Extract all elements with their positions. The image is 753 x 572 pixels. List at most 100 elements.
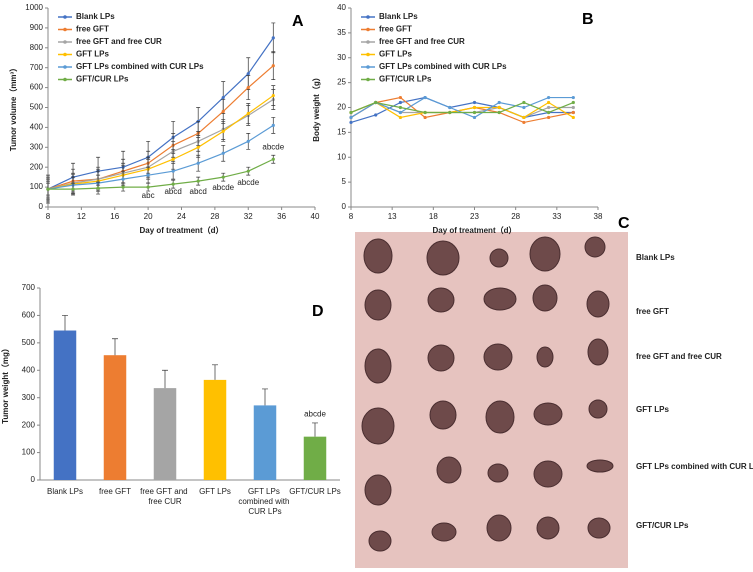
bar: [303, 436, 327, 480]
point: [221, 109, 225, 114]
series-line: [350, 101, 574, 114]
point: [246, 86, 250, 90]
point: [571, 105, 575, 110]
y-tick-label: 0: [342, 202, 347, 211]
y-tick-label: 0: [39, 202, 44, 211]
legend-marker: [63, 77, 67, 82]
y-tick-label: 1000: [25, 3, 43, 12]
legend-label: GFT LPs: [76, 50, 109, 59]
point: [522, 105, 526, 110]
photo-background: [355, 232, 628, 568]
point: [423, 115, 427, 120]
point: [171, 182, 175, 186]
x-tick-label: Blank LPs: [47, 487, 83, 496]
tumor-photo: [361, 236, 614, 552]
point: [547, 110, 551, 115]
legend-marker: [366, 52, 370, 57]
point: [271, 93, 275, 98]
y-tick-label: 200: [22, 420, 36, 429]
y-tick-label: 20: [337, 103, 346, 112]
point: [472, 115, 477, 120]
x-tick-label: 8: [349, 212, 354, 221]
point: [472, 110, 477, 115]
panel-label: C: [618, 215, 630, 232]
point: [221, 129, 225, 133]
annotation: abcde: [262, 142, 284, 151]
point: [448, 105, 452, 110]
panel-label: A: [292, 13, 304, 30]
bar: [203, 379, 227, 480]
point: [271, 64, 275, 68]
x-tick-label: GFT LPs combined with CUR LPs: [238, 487, 291, 516]
y-tick-label: 600: [22, 311, 36, 320]
y-tick-label: 5: [342, 177, 347, 186]
legend-label: GFT LPs: [379, 50, 412, 59]
annotation: abc: [142, 191, 155, 200]
legend-marker: [63, 65, 67, 69]
legend-label: free GFT: [379, 25, 412, 34]
x-tick-label: 16: [110, 212, 119, 221]
point: [374, 113, 378, 117]
x-tick-label: 12: [77, 212, 86, 221]
row-label: GFT LPs combined with CUR LPs: [636, 462, 753, 471]
series-line: [47, 124, 274, 190]
y-tick-label: 0: [31, 475, 36, 484]
annotation: abcde: [237, 178, 259, 187]
y-tick-label: 800: [30, 43, 44, 52]
y-tick-label: 30: [337, 53, 346, 62]
point: [472, 105, 477, 110]
y-tick-label: 40: [337, 3, 346, 12]
point: [497, 100, 501, 105]
legend-label: free GFT and free CUR: [379, 37, 465, 46]
panel-label: B: [582, 11, 594, 28]
bar: [103, 355, 127, 480]
y-tick-label: 15: [337, 127, 346, 136]
annotation: abcde: [304, 409, 326, 418]
y-axis-label: Body weight（g）: [311, 73, 321, 141]
x-tick-label: 13: [388, 212, 397, 221]
point: [349, 120, 353, 125]
x-tick-label: 23: [470, 212, 479, 221]
point: [271, 36, 275, 40]
y-axis-label: Tumor volume（mm³）: [8, 64, 18, 151]
point: [246, 139, 250, 143]
point: [221, 175, 225, 179]
legend-marker: [63, 40, 67, 44]
point: [547, 95, 551, 100]
point: [146, 173, 150, 177]
series-line: [350, 96, 574, 123]
error-bar: [62, 315, 68, 331]
y-tick-label: 700: [30, 63, 44, 72]
point: [547, 105, 551, 110]
x-tick-label: GFT LPs: [199, 487, 231, 496]
legend-marker: [63, 52, 67, 57]
legend-marker: [366, 65, 370, 69]
x-tick-label: 28: [511, 212, 520, 221]
legend-label: GFT LPs combined with CUR LPs: [379, 62, 507, 71]
x-tick-label: 32: [244, 212, 253, 221]
x-axis-label: Day of treatment（d）: [139, 225, 223, 235]
point: [171, 169, 175, 173]
series-line: [48, 158, 274, 190]
y-tick-label: 500: [22, 338, 36, 347]
x-tick-label: 38: [594, 212, 603, 221]
row-label: Blank LPs: [636, 253, 675, 262]
point: [221, 151, 225, 155]
point: [246, 72, 250, 76]
x-tick-label: 24: [177, 212, 186, 221]
y-tick-label: 100: [22, 448, 36, 457]
x-tick-label: 18: [429, 212, 438, 221]
point: [522, 120, 526, 125]
x-tick-label: 20: [144, 212, 153, 221]
point: [271, 157, 275, 161]
point: [349, 115, 353, 120]
row-label: GFT LPs: [636, 405, 669, 414]
point: [522, 115, 526, 120]
x-tick-label: 28: [210, 212, 219, 221]
legend-label: GFT/CUR LPs: [379, 75, 432, 84]
error-bar: [212, 364, 218, 380]
point: [121, 185, 125, 189]
legend-label: Blank LPs: [379, 12, 418, 21]
point: [398, 105, 402, 110]
